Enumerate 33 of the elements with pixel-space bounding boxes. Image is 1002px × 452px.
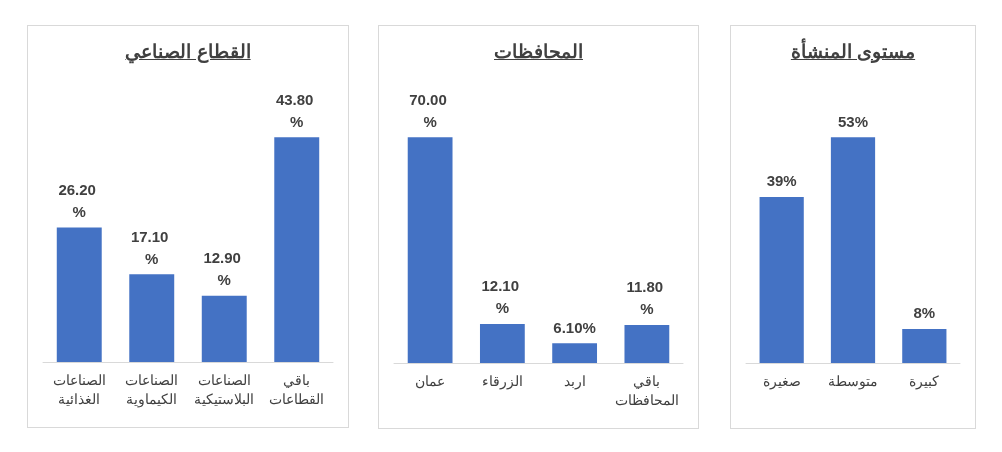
bar: [552, 343, 598, 363]
bar: [201, 295, 247, 362]
data-label: 39%: [766, 172, 797, 190]
data-label: 26.20 %: [58, 181, 101, 221]
x-tick-label: اربد: [563, 372, 586, 390]
chart-title: القطاع الصناعي: [124, 40, 252, 63]
x-tick-label: كبيرة: [909, 372, 940, 390]
chart-title: مستوى المنشأة: [789, 40, 917, 63]
data-label: 43.80 %: [275, 90, 318, 130]
data-label: 12.90 %: [203, 249, 246, 289]
bar: [129, 274, 175, 362]
data-label: 8%: [913, 304, 936, 322]
data-label: 12.10 %: [481, 277, 524, 317]
x-tick-label: الزرقاء: [481, 372, 523, 390]
x-tick-label: الصناعات الكيماوية: [125, 371, 179, 408]
bar: [56, 227, 102, 362]
x-tick-label: الصناعات الغذائية: [52, 371, 106, 407]
x-tick-label: متوسطة: [828, 372, 878, 390]
data-label: 6.10%: [553, 318, 596, 336]
data-label: 53%: [837, 112, 869, 130]
x-tick-label: عمان: [415, 372, 446, 389]
bar: [407, 137, 453, 363]
x-tick-label: الصناعات البلاستيكية: [194, 371, 255, 407]
bar: [624, 324, 670, 363]
data-label: 17.10 %: [130, 227, 173, 267]
chart-title: المحافظات: [493, 40, 584, 63]
data-label: 70.00 %: [409, 90, 451, 130]
x-tick-label: باقي القطاعات: [269, 371, 325, 407]
x-tick-label: صغيرة: [762, 372, 801, 390]
bar: [479, 323, 525, 363]
data-label: 11.80 %: [626, 278, 668, 318]
bar: [274, 137, 320, 362]
x-tick-label: باقي المحافظات: [614, 372, 679, 408]
